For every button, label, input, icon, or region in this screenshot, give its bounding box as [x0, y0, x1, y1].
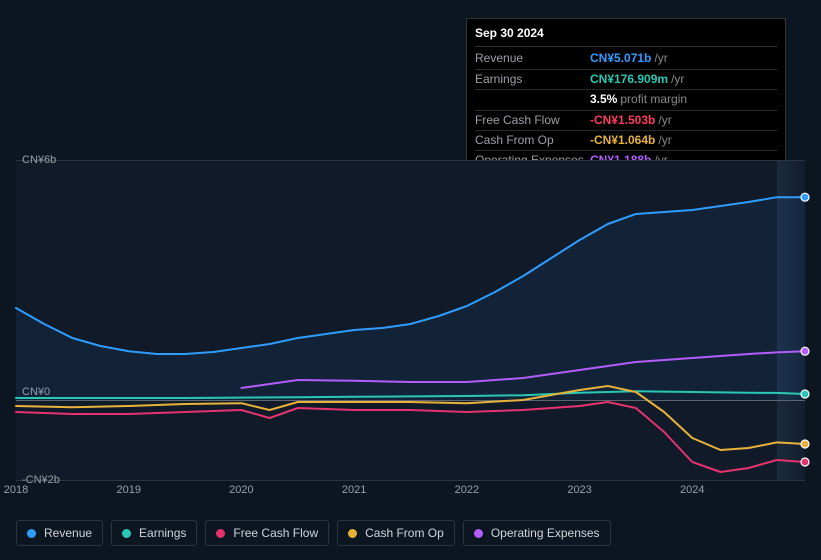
legend-swatch	[122, 529, 131, 538]
legend-swatch	[474, 529, 483, 538]
tooltip-metric-value: -CN¥1.064b	[590, 132, 655, 149]
tooltip-metric-label: Earnings	[475, 71, 590, 88]
hover-tooltip: Sep 30 2024 RevenueCN¥5.071b/yrEarningsC…	[466, 18, 786, 178]
tooltip-row: Free Cash Flow-CN¥1.503b/yr	[475, 111, 777, 131]
series-endpoint	[801, 440, 809, 448]
tooltip-unit: /yr	[671, 71, 684, 88]
revenue-area	[16, 197, 805, 400]
x-axis-label: 2021	[342, 484, 366, 496]
x-axis-label: 2023	[567, 484, 591, 496]
tooltip-metric-value: CN¥5.071b	[590, 50, 651, 67]
tooltip-metric-value: CN¥176.909m	[590, 71, 668, 88]
x-axis-label: 2024	[680, 484, 704, 496]
tooltip-row: Cash From Op-CN¥1.064b/yr	[475, 131, 777, 151]
series-endpoint	[801, 458, 809, 466]
legend-item[interactable]: Earnings	[111, 520, 197, 546]
x-axis-label: 2020	[229, 484, 253, 496]
tooltip-metric-label: Revenue	[475, 50, 590, 67]
tooltip-unit: /yr	[658, 132, 671, 149]
series-endpoint	[801, 193, 809, 201]
legend-label: Free Cash Flow	[233, 526, 318, 540]
legend-item[interactable]: Free Cash Flow	[205, 520, 329, 546]
x-axis-label: 2022	[455, 484, 479, 496]
legend-label: Operating Expenses	[491, 526, 600, 540]
tooltip-metric-label: Cash From Op	[475, 132, 590, 149]
financials-chart[interactable]: CN¥6b CN¥0 -CN¥2b	[16, 160, 805, 480]
tooltip-metric-value: 3.5%	[590, 91, 617, 108]
gridline	[16, 480, 805, 481]
legend-label: Cash From Op	[365, 526, 444, 540]
tooltip-metric-label	[475, 91, 590, 108]
chart-lines	[16, 160, 805, 480]
tooltip-metric-label: Free Cash Flow	[475, 112, 590, 129]
legend-item[interactable]: Cash From Op	[337, 520, 455, 546]
tooltip-metric-value: -CN¥1.503b	[590, 112, 655, 129]
x-axis-label: 2018	[4, 484, 28, 496]
legend-swatch	[27, 529, 36, 538]
tooltip-meta: profit margin	[620, 91, 687, 108]
legend: Revenue Earnings Free Cash Flow Cash From O…	[16, 520, 611, 546]
x-axis-label: 2019	[116, 484, 140, 496]
x-axis: 2018201920202021202220232024	[16, 484, 805, 500]
legend-label: Earnings	[139, 526, 186, 540]
legend-item[interactable]: Operating Expenses	[463, 520, 611, 546]
tooltip-row: 3.5%profit margin	[475, 90, 777, 110]
tooltip-unit: /yr	[654, 50, 667, 67]
series-endpoint	[801, 347, 809, 355]
series-endpoint	[801, 390, 809, 398]
tooltip-row: EarningsCN¥176.909m/yr	[475, 70, 777, 90]
tooltip-date: Sep 30 2024	[475, 25, 777, 47]
series-line	[16, 402, 805, 472]
tooltip-row: RevenueCN¥5.071b/yr	[475, 49, 777, 69]
legend-swatch	[216, 529, 225, 538]
legend-label: Revenue	[44, 526, 92, 540]
legend-item[interactable]: Revenue	[16, 520, 103, 546]
legend-swatch	[348, 529, 357, 538]
tooltip-unit: /yr	[658, 112, 671, 129]
